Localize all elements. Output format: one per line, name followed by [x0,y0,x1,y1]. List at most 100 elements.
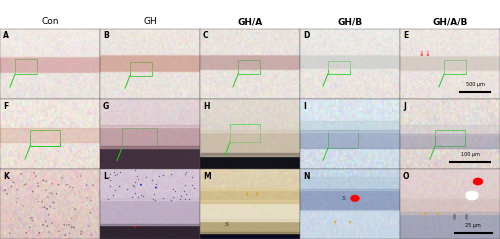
Point [86,211,94,215]
Point [68,225,76,229]
Bar [400,125,500,135]
Point [43,207,51,211]
Point [133,174,141,177]
Point [123,187,131,191]
Point [38,206,46,210]
Point [22,231,30,235]
Bar [200,130,300,156]
Point [134,177,142,181]
Text: C: C [203,32,208,40]
Point [20,204,28,208]
Bar [300,189,400,210]
Point [13,201,21,204]
Point [55,229,63,233]
Text: S: S [225,222,229,227]
Point [152,182,160,186]
Text: L: L [103,172,108,181]
Point [169,195,177,199]
Text: Con: Con [41,17,59,26]
Point [52,192,60,196]
Point [181,183,189,187]
Bar [100,71,200,99]
Bar [300,210,400,239]
Point [42,207,50,211]
Point [182,192,190,196]
Point [68,216,76,220]
Text: D: D [303,32,310,40]
Point [185,197,193,201]
Point [60,223,68,227]
Point [190,186,198,190]
Point [68,186,76,190]
Bar [122,128,157,148]
Point [34,184,42,188]
Point [148,197,156,201]
Point [188,183,196,187]
Bar [400,197,500,214]
Bar [300,177,400,190]
Point [106,179,114,182]
Point [130,191,138,195]
Point [65,223,73,227]
Text: ↓: ↓ [425,51,431,57]
Bar [100,29,200,55]
Text: 25 μm: 25 μm [465,223,481,228]
Point [87,199,95,203]
Bar [435,130,465,147]
Point [30,219,38,223]
Text: 100 μm: 100 μm [460,152,479,157]
Point [83,196,91,200]
Bar [328,61,350,74]
Text: O: O [403,172,409,181]
Point [64,183,72,186]
Point [134,196,141,199]
Point [177,194,185,198]
Point [34,181,42,185]
Point [29,190,37,193]
Point [82,183,90,187]
Point [1,188,9,192]
Point [159,196,167,200]
Point [132,180,140,184]
Point [116,170,124,174]
Point [14,196,22,200]
Point [130,184,138,188]
Point [128,196,136,199]
Point [46,191,54,195]
Point [48,192,56,196]
Point [138,193,145,196]
Point [42,219,50,223]
Point [142,175,150,179]
Bar [200,232,300,239]
Bar [238,60,260,74]
Point [39,223,47,227]
Bar [0,72,100,99]
Point [42,179,50,183]
Point [58,176,66,180]
Bar [200,189,300,202]
Point [48,221,56,225]
Text: N: N [303,172,310,181]
Point [176,197,184,201]
Point [36,231,44,235]
Bar [400,169,500,198]
Point [159,174,167,177]
Point [61,233,69,237]
Point [26,225,34,229]
Text: S: S [342,196,346,201]
Point [150,192,158,196]
Bar [200,153,300,169]
Bar [400,212,500,239]
Point [27,216,35,220]
Circle shape [351,196,359,201]
Bar [100,147,200,169]
Bar [0,57,100,72]
Bar [400,134,500,148]
Point [10,180,18,184]
Bar [200,201,300,221]
Point [62,183,70,187]
Point [40,205,48,209]
Point [155,174,163,178]
Point [42,188,50,192]
Point [113,172,121,175]
